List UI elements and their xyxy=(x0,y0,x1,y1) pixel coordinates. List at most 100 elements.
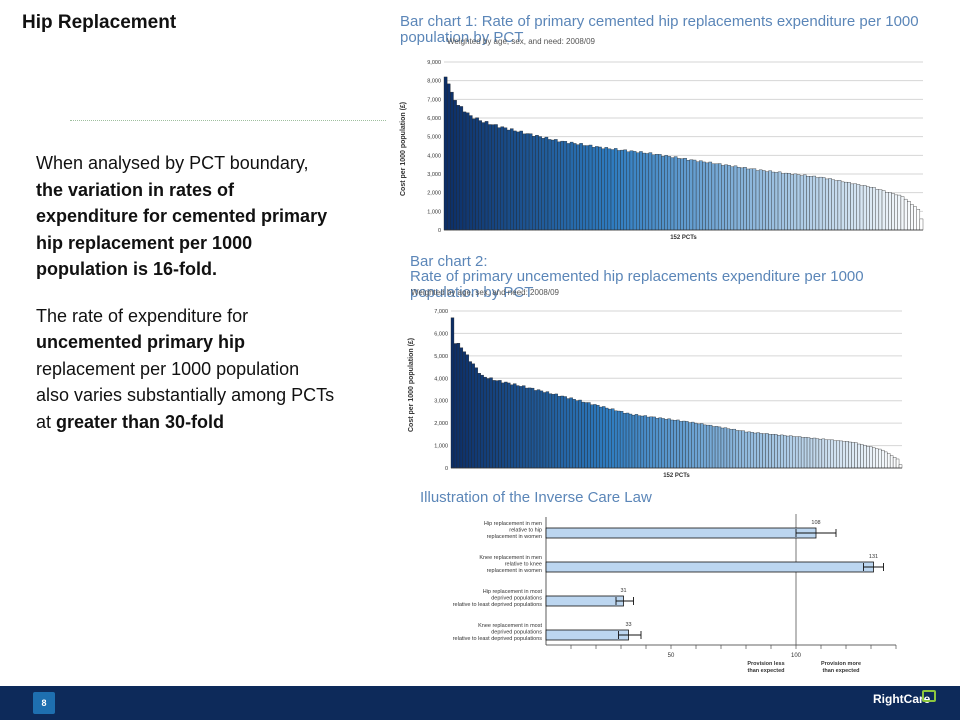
y-tick-label: 4,000 xyxy=(434,376,448,382)
bar xyxy=(648,152,653,231)
bar xyxy=(453,100,457,231)
bar xyxy=(605,407,609,469)
chart1-plot: 0 1,000 2,000 3,000 4,000 5,000 6,000 7,000 8,00… xyxy=(427,60,924,241)
bar xyxy=(494,124,498,231)
bar xyxy=(833,440,837,469)
bar xyxy=(536,389,541,469)
bar xyxy=(480,374,484,469)
p2-run: uncemented primary hip xyxy=(36,332,246,352)
bar xyxy=(645,153,650,231)
bar xyxy=(528,133,533,231)
y-tick-label: 6,000 xyxy=(434,331,448,337)
chart2-title-line2: Rate of primary uncemented hip replaceme… xyxy=(410,268,864,301)
bar xyxy=(450,91,454,231)
bar xyxy=(642,152,646,231)
bar xyxy=(598,146,602,231)
annotation-less: Provision less xyxy=(747,661,784,667)
category-label: relative to hip xyxy=(509,528,542,534)
bar xyxy=(664,419,668,469)
bar xyxy=(859,185,864,231)
bar xyxy=(824,439,828,469)
bar xyxy=(897,194,902,231)
bar xyxy=(907,201,911,231)
bar xyxy=(545,527,817,539)
bar xyxy=(664,155,668,231)
bar xyxy=(683,157,687,231)
bar xyxy=(818,438,823,469)
bar xyxy=(628,413,633,469)
bar xyxy=(591,147,596,231)
bar xyxy=(703,424,707,469)
bar xyxy=(878,448,882,469)
bar xyxy=(498,380,502,469)
bar xyxy=(881,449,885,469)
chart1-title: Bar chart 1: Rate of primary cemented hi… xyxy=(400,13,919,46)
bar xyxy=(771,434,775,469)
bar xyxy=(711,426,716,469)
bar xyxy=(803,437,808,469)
p1-run: When analysed by PCT boundary, xyxy=(36,153,309,173)
value-label: 31 xyxy=(620,588,626,594)
bar xyxy=(799,175,804,231)
bar xyxy=(780,434,784,469)
bar xyxy=(545,561,874,573)
bar xyxy=(516,385,520,469)
bar xyxy=(774,434,778,469)
bar xyxy=(781,173,785,231)
bar xyxy=(545,391,550,469)
bar xyxy=(608,408,612,469)
bar xyxy=(500,126,505,231)
bar xyxy=(888,192,892,231)
bar xyxy=(727,165,731,231)
bar xyxy=(685,421,689,469)
y-tick-label: 8,000 xyxy=(427,79,441,85)
bar xyxy=(913,206,917,231)
bar xyxy=(792,436,796,469)
bar xyxy=(875,448,879,469)
bar xyxy=(809,176,813,231)
bar xyxy=(503,127,508,231)
bar xyxy=(610,149,615,231)
bar xyxy=(777,171,782,231)
bar xyxy=(477,373,481,469)
bar xyxy=(787,173,791,231)
bar xyxy=(828,178,832,231)
bar xyxy=(525,133,530,231)
bar xyxy=(744,431,748,469)
bar xyxy=(513,383,517,469)
bar xyxy=(872,187,876,231)
bar xyxy=(702,161,706,231)
bar xyxy=(910,204,914,231)
bar xyxy=(705,424,710,469)
bar xyxy=(527,387,532,469)
bar xyxy=(486,378,490,469)
bar xyxy=(576,144,580,231)
bar xyxy=(886,453,891,469)
bar xyxy=(673,156,678,231)
bar xyxy=(749,168,754,231)
bar xyxy=(636,152,640,231)
bar xyxy=(755,170,760,231)
annotation-more: than expected xyxy=(823,668,860,674)
bar xyxy=(919,218,924,231)
value-label: 33 xyxy=(625,622,631,628)
bar xyxy=(682,420,686,469)
bar xyxy=(530,387,535,469)
bar xyxy=(711,163,716,231)
bar xyxy=(596,405,600,469)
bar xyxy=(699,160,703,231)
bar xyxy=(489,377,493,469)
y-tick-label: 1,000 xyxy=(427,209,441,215)
bar xyxy=(579,143,583,231)
chart1-subtitle: Weighted by age, sex, and need: 2008/09 xyxy=(447,37,595,46)
bar xyxy=(898,464,903,469)
bar xyxy=(815,438,820,469)
bar xyxy=(916,209,921,231)
bar xyxy=(545,629,629,641)
p1-run: the variation in rates of expenditure fo… xyxy=(36,179,328,280)
bar xyxy=(569,397,573,469)
y-tick-label: 7,000 xyxy=(427,97,441,103)
category-label: Knee replacement in most xyxy=(478,623,542,629)
bar xyxy=(774,172,779,231)
bar xyxy=(762,433,766,469)
